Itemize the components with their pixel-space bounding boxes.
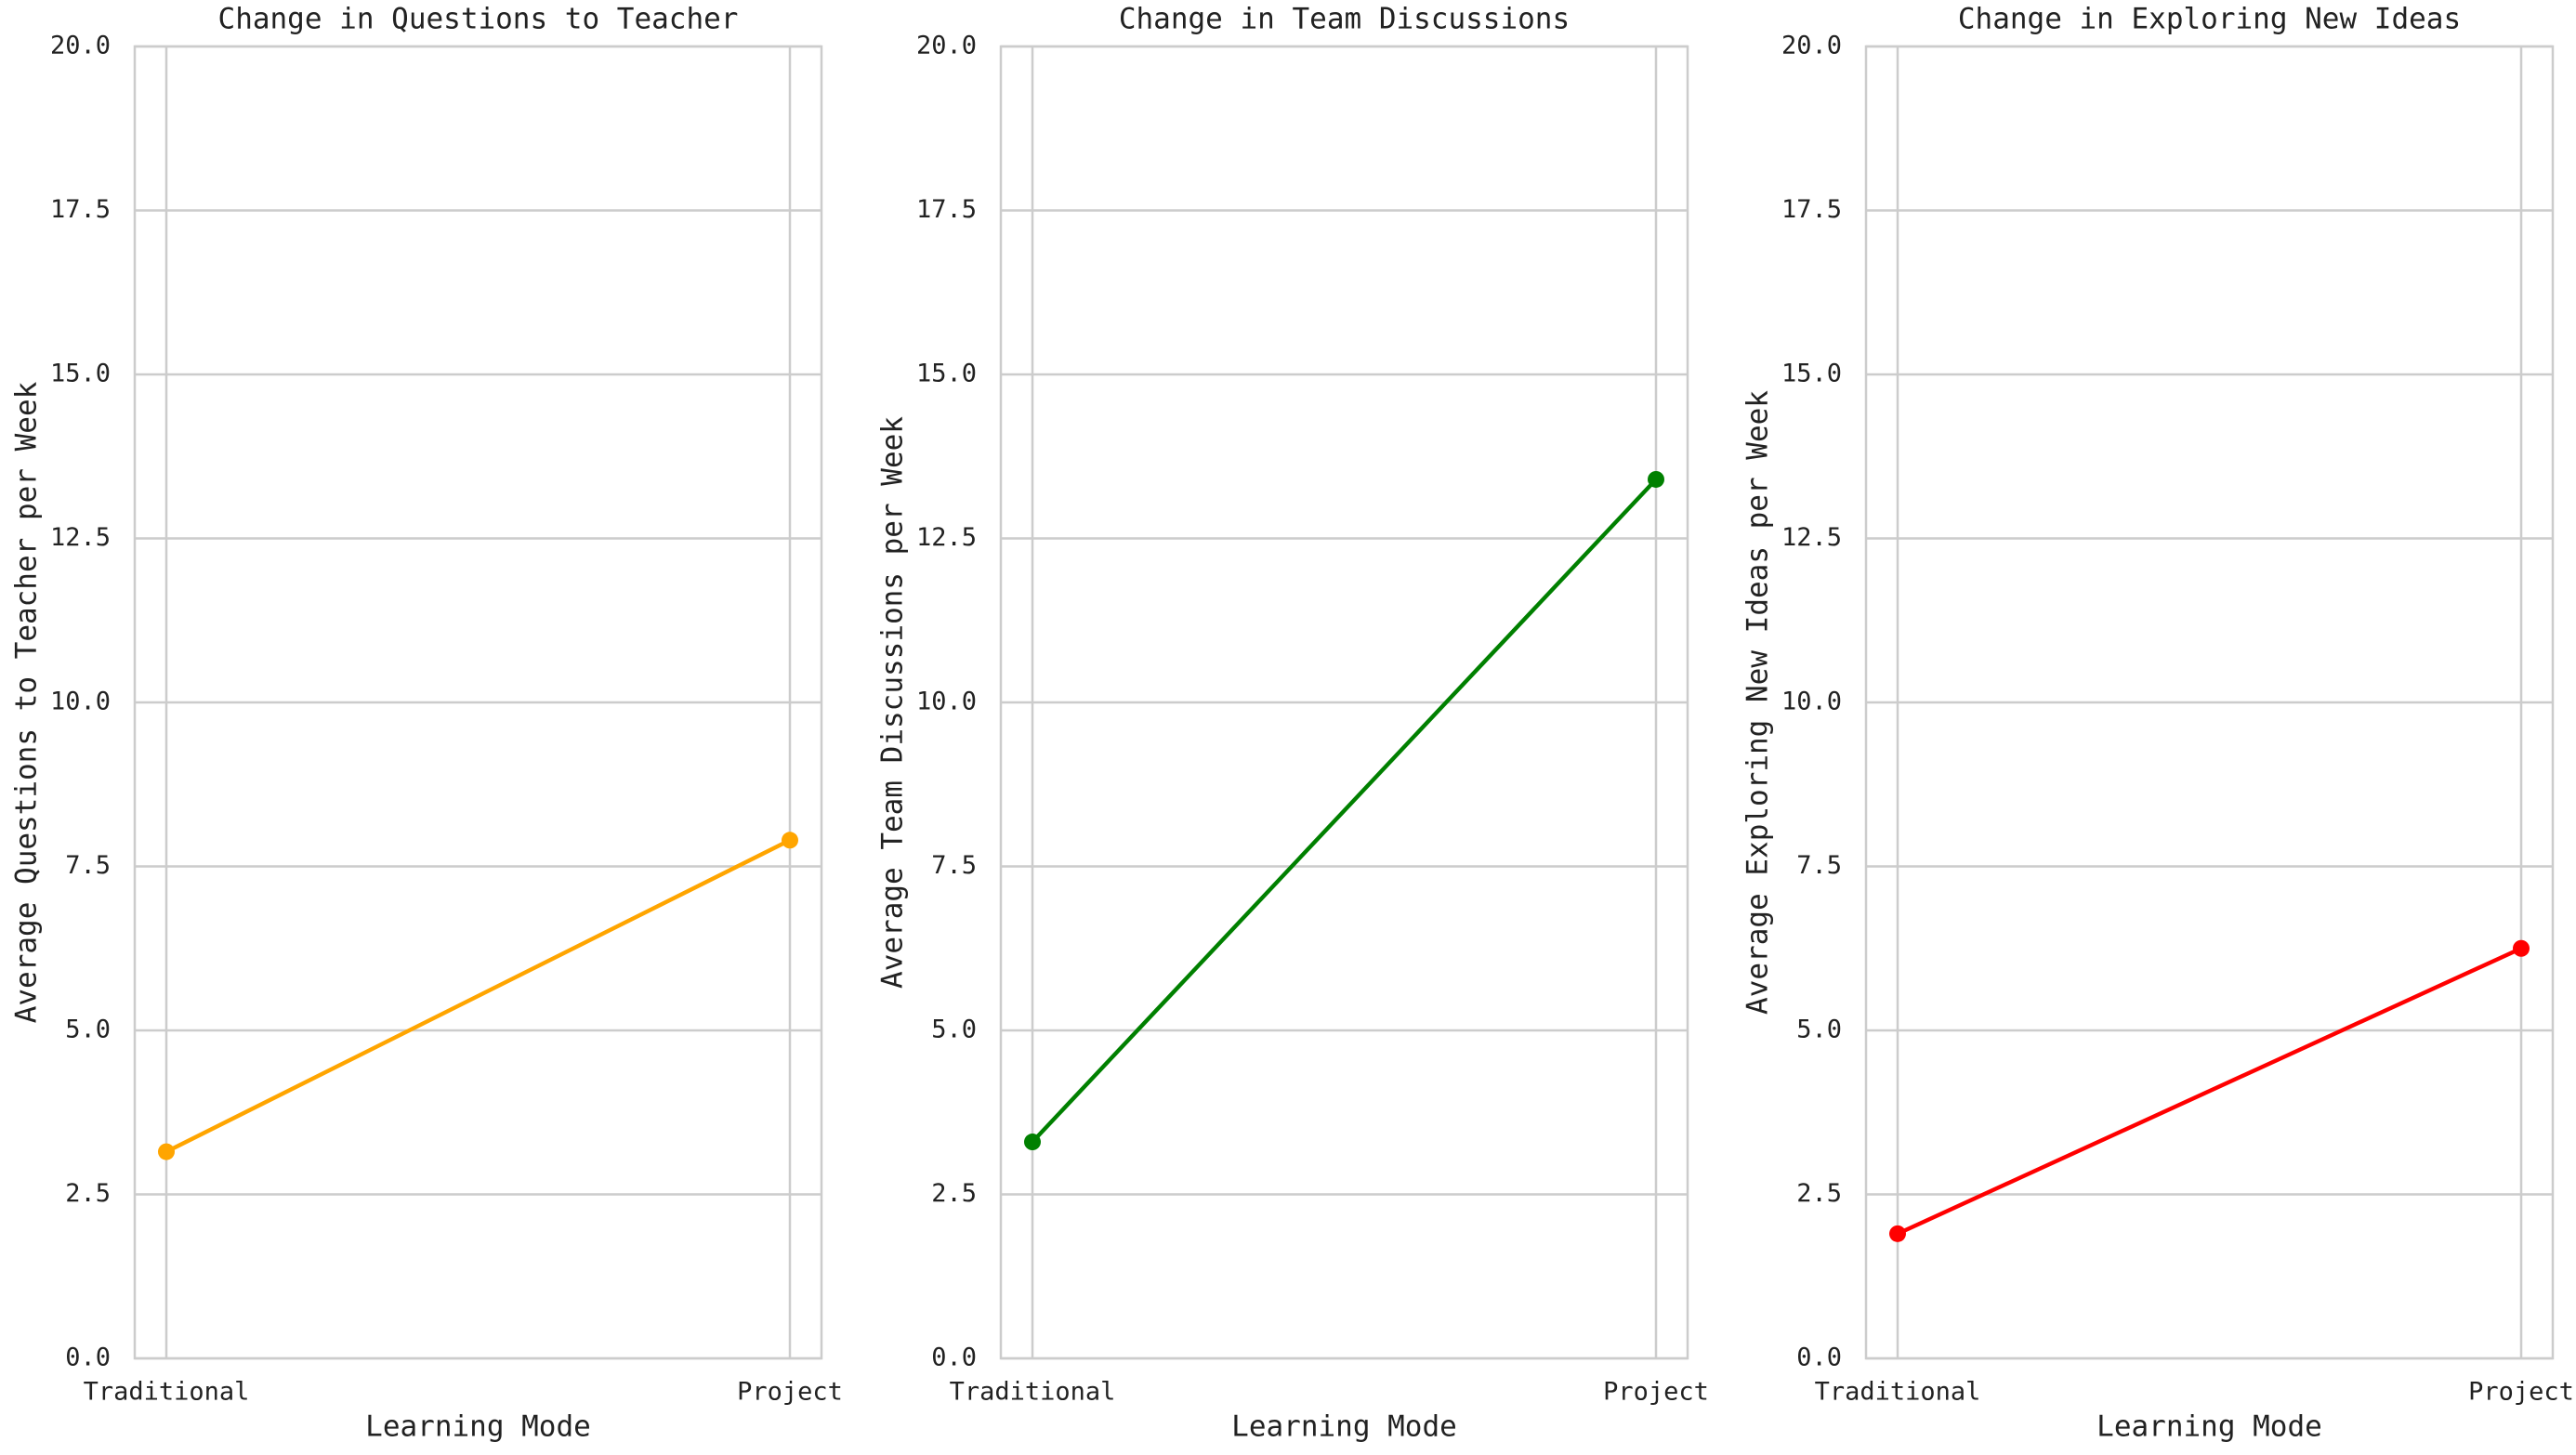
axes-frame [999, 45, 1689, 1360]
y-tick-label: 20.0 [1781, 32, 1842, 60]
y-tick-label: 0.0 [931, 1344, 977, 1372]
chart-title: Change in Questions to Teacher [218, 3, 739, 36]
x-tick-label: Project [737, 1378, 843, 1407]
y-tick-label: 5.0 [65, 1016, 111, 1044]
y-tick-label: 20.0 [50, 32, 111, 60]
subplot: 0.0 2.5 5.0 7.5 10.0 12.5 15.0 17.5 20.0 Traditio… [10, 3, 843, 1444]
y-tick-label: 5.0 [1796, 1016, 1842, 1044]
y-tick-label: 12.5 [50, 523, 111, 552]
x-tick-label: Traditional [950, 1378, 1116, 1407]
x-axis-label: Learning Mode [2096, 1410, 2322, 1444]
y-tick-label: 7.5 [1796, 851, 1842, 880]
y-tick-label: 17.5 [916, 195, 977, 224]
y-tick-label: 2.5 [931, 1179, 977, 1208]
data-point [2513, 939, 2530, 957]
data-line [165, 838, 791, 1154]
y-axis-label: Average Questions to Teacher per Week [10, 381, 44, 1023]
y-tick-label: 10.0 [916, 688, 977, 716]
y-tick-label: 15.0 [1781, 360, 1842, 388]
x-tick-label: Traditional [84, 1378, 250, 1407]
axes-frame [133, 45, 823, 1360]
y-tick-label: 20.0 [916, 32, 977, 60]
y-tick-label: 15.0 [916, 360, 977, 388]
x-tick-label: Project [1603, 1378, 1709, 1407]
y-tick-label: 12.5 [916, 523, 977, 552]
y-tick-label: 0.0 [1796, 1344, 1842, 1372]
data-point [1648, 470, 1664, 488]
y-axis-label: Average Exploring New Ideas per Week [1741, 390, 1775, 1015]
y-tick-label: 17.5 [50, 195, 111, 224]
data-point [1889, 1225, 1906, 1242]
y-axis-label: Average Team Discussions per Week [876, 416, 910, 989]
y-tick-label: 10.0 [1781, 688, 1842, 716]
y-tick-label: 7.5 [65, 851, 111, 880]
y-tick-label: 2.5 [65, 1179, 111, 1208]
data-point [1024, 1134, 1041, 1151]
x-tick-label: Project [2468, 1378, 2574, 1407]
y-tick-label: 12.5 [1781, 523, 1842, 552]
x-axis-label: Learning Mode [365, 1410, 591, 1444]
y-tick-label: 7.5 [931, 851, 977, 880]
y-tick-label: 2.5 [1796, 1179, 1842, 1208]
y-tick-label: 5.0 [931, 1016, 977, 1044]
data-line [1031, 478, 1658, 1144]
axes-frame [1864, 45, 2555, 1360]
data-point [158, 1143, 175, 1160]
data-point [782, 832, 798, 849]
y-tick-label: 15.0 [50, 360, 111, 388]
data-line [1897, 946, 2522, 1236]
y-tick-label: 0.0 [65, 1344, 111, 1372]
y-tick-label: 17.5 [1781, 195, 1842, 224]
x-axis-label: Learning Mode [1231, 1410, 1457, 1444]
chart-title: Change in Team Discussions [1119, 3, 1570, 36]
subplot: 0.0 2.5 5.0 7.5 10.0 12.5 15.0 17.5 20.0 Traditio… [1741, 3, 2574, 1444]
y-tick-label: 10.0 [50, 688, 111, 716]
subplot: 0.0 2.5 5.0 7.5 10.0 12.5 15.0 17.5 20.0 Traditio… [876, 3, 1709, 1444]
chart-title: Change in Exploring New Ideas [1958, 3, 2461, 36]
x-tick-label: Traditional [1815, 1378, 1981, 1407]
